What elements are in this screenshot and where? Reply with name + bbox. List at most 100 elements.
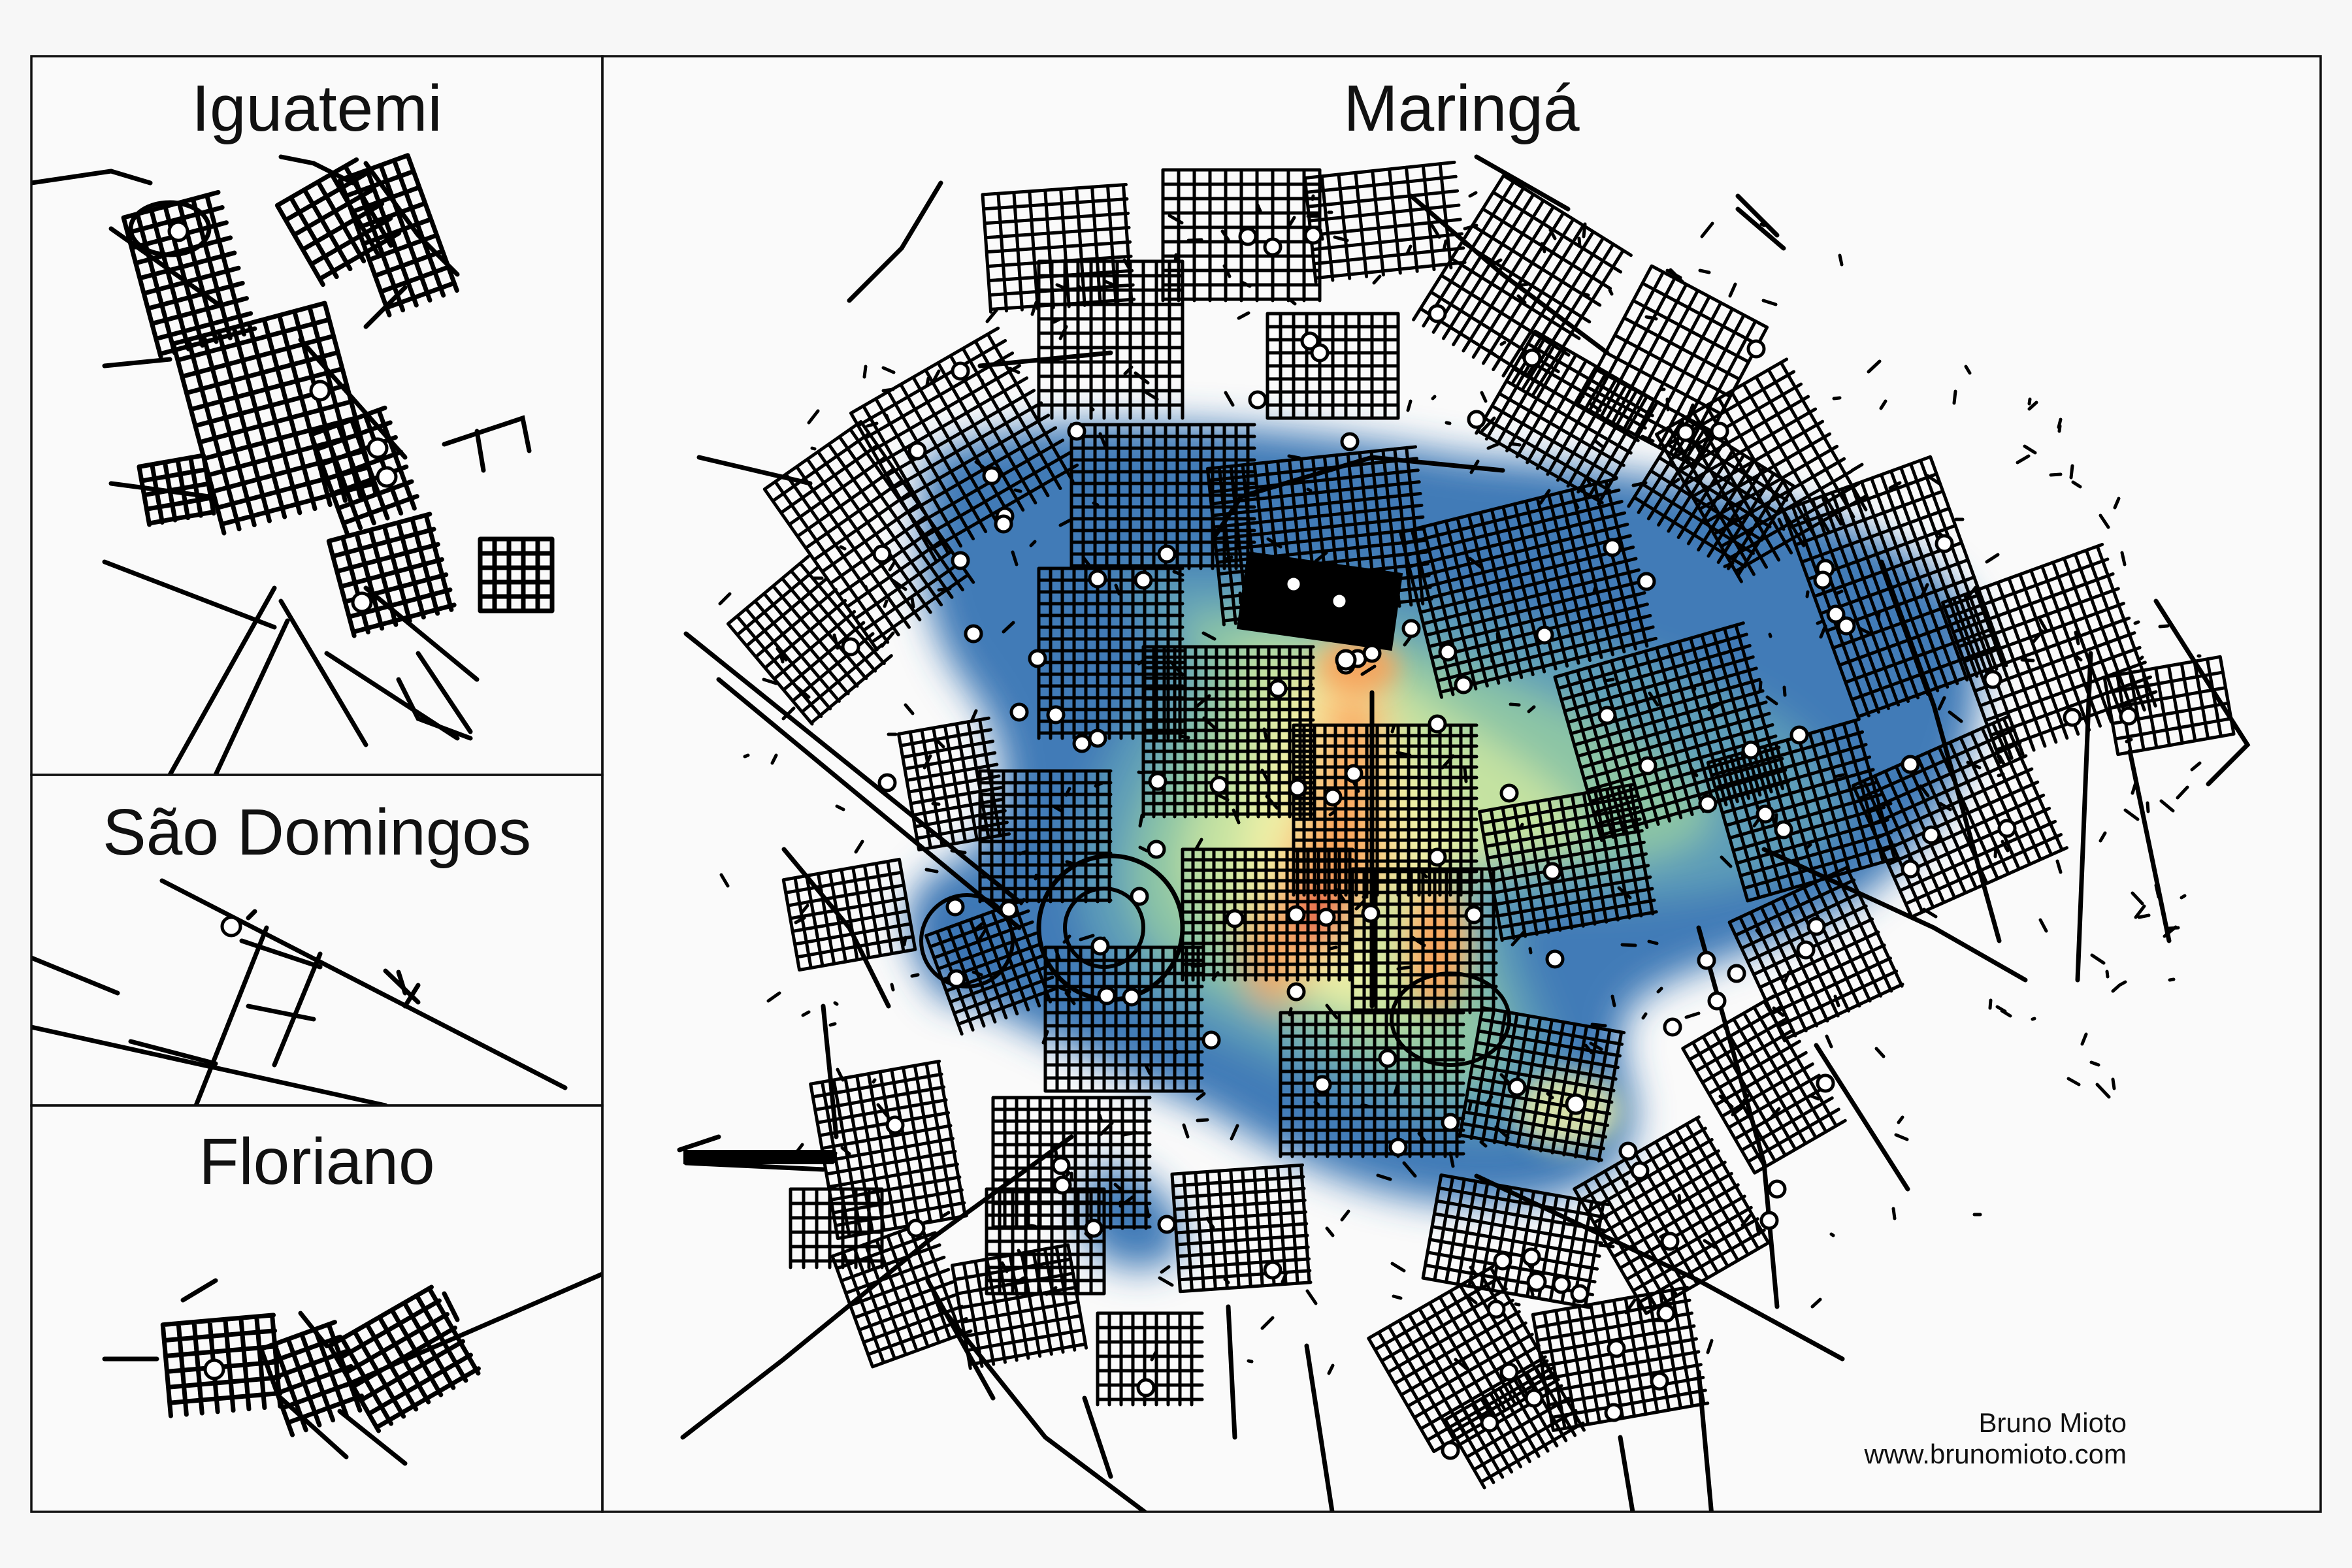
location-point — [1268, 679, 1288, 698]
street-block — [1350, 867, 1498, 1015]
street — [1474, 154, 1571, 212]
location-point — [1499, 1362, 1519, 1382]
sao-domingos-title: São Domingos — [103, 796, 531, 869]
maringa-panel-border — [601, 55, 2322, 1513]
street — [2075, 651, 2093, 983]
street-block — [478, 536, 555, 613]
location-point — [220, 915, 242, 938]
street — [1627, 416, 1797, 577]
street — [272, 951, 323, 1068]
street — [1727, 865, 1904, 1043]
street-block — [985, 1187, 1106, 1296]
location-point — [1313, 1075, 1332, 1094]
location-point — [1438, 642, 1458, 662]
street — [326, 512, 457, 638]
location-points — [203, 1358, 225, 1380]
location-point — [872, 544, 892, 564]
iguatemi-map — [31, 153, 555, 775]
location-point — [1741, 740, 1761, 760]
street — [1618, 1435, 1635, 1512]
street — [1390, 972, 1511, 1067]
floriano-title: Floriano — [199, 1125, 434, 1198]
street — [193, 925, 269, 1105]
street — [213, 618, 290, 775]
street — [363, 161, 460, 277]
street — [1706, 717, 1901, 903]
street — [416, 651, 473, 734]
street — [1367, 1264, 1560, 1454]
street — [363, 285, 408, 329]
location-point — [1238, 227, 1258, 246]
location-point — [1303, 225, 1323, 245]
location-point — [1136, 1378, 1156, 1397]
location-point — [1774, 820, 1793, 840]
location-point — [1134, 570, 1153, 590]
street — [938, 1304, 1149, 1512]
street-block — [1475, 329, 1661, 506]
street-block — [326, 512, 457, 638]
street — [830, 1218, 973, 1369]
street — [1879, 559, 2002, 943]
location-point — [1288, 778, 1307, 798]
street-block — [1170, 1163, 1313, 1294]
street-block — [830, 1218, 973, 1369]
location-point — [1552, 1275, 1571, 1294]
density-hotspot — [1413, 895, 1462, 1013]
street — [821, 1004, 839, 1139]
street — [478, 536, 555, 613]
street — [781, 847, 891, 1009]
street — [1735, 206, 1786, 251]
location-point — [1604, 1403, 1624, 1422]
location-point — [2119, 706, 2138, 726]
location-point — [1310, 343, 1330, 363]
location-point — [1597, 706, 1617, 725]
street-network — [31, 153, 555, 775]
street — [1458, 1005, 1626, 1163]
street — [402, 983, 421, 1009]
location-point — [1707, 991, 1727, 1011]
location-point — [1630, 1161, 1650, 1181]
street-block — [1141, 645, 1315, 819]
street-block — [338, 153, 459, 318]
location-point — [1454, 675, 1473, 694]
location-point — [1710, 421, 1729, 441]
location-point — [1603, 538, 1622, 557]
location-point — [1122, 987, 1141, 1007]
location-point — [1428, 304, 1447, 323]
street — [246, 909, 257, 921]
location-point — [1130, 887, 1149, 906]
street — [259, 1320, 364, 1437]
street-network — [31, 878, 568, 1105]
street-network — [677, 154, 2251, 1512]
street — [108, 226, 225, 310]
street — [474, 429, 486, 473]
dense-street-strip — [1236, 551, 1403, 651]
location-point — [1698, 794, 1718, 813]
location-point — [994, 514, 1013, 534]
location-point — [1746, 339, 1766, 359]
location-point — [1826, 604, 1846, 624]
street — [308, 405, 419, 536]
street-block — [1553, 621, 1791, 842]
location-point — [1921, 825, 1941, 845]
location-point — [1676, 423, 1695, 442]
location-point — [1499, 783, 1519, 803]
location-point — [1148, 772, 1168, 791]
street — [977, 350, 1113, 368]
location-point — [1727, 964, 1746, 983]
street — [1814, 1043, 1910, 1192]
street — [1350, 867, 1498, 1015]
location-point — [947, 969, 966, 988]
location-point — [1263, 1260, 1282, 1280]
location-point — [1507, 1077, 1527, 1097]
location-point — [964, 624, 983, 644]
location-point — [1526, 1271, 1547, 1292]
location-point — [1756, 804, 1775, 824]
location-point — [1067, 421, 1086, 441]
street — [1170, 1163, 1313, 1294]
maringa-map — [677, 154, 2251, 1512]
street-block — [789, 1187, 884, 1269]
street-block — [1070, 423, 1256, 570]
street — [925, 1278, 996, 1401]
